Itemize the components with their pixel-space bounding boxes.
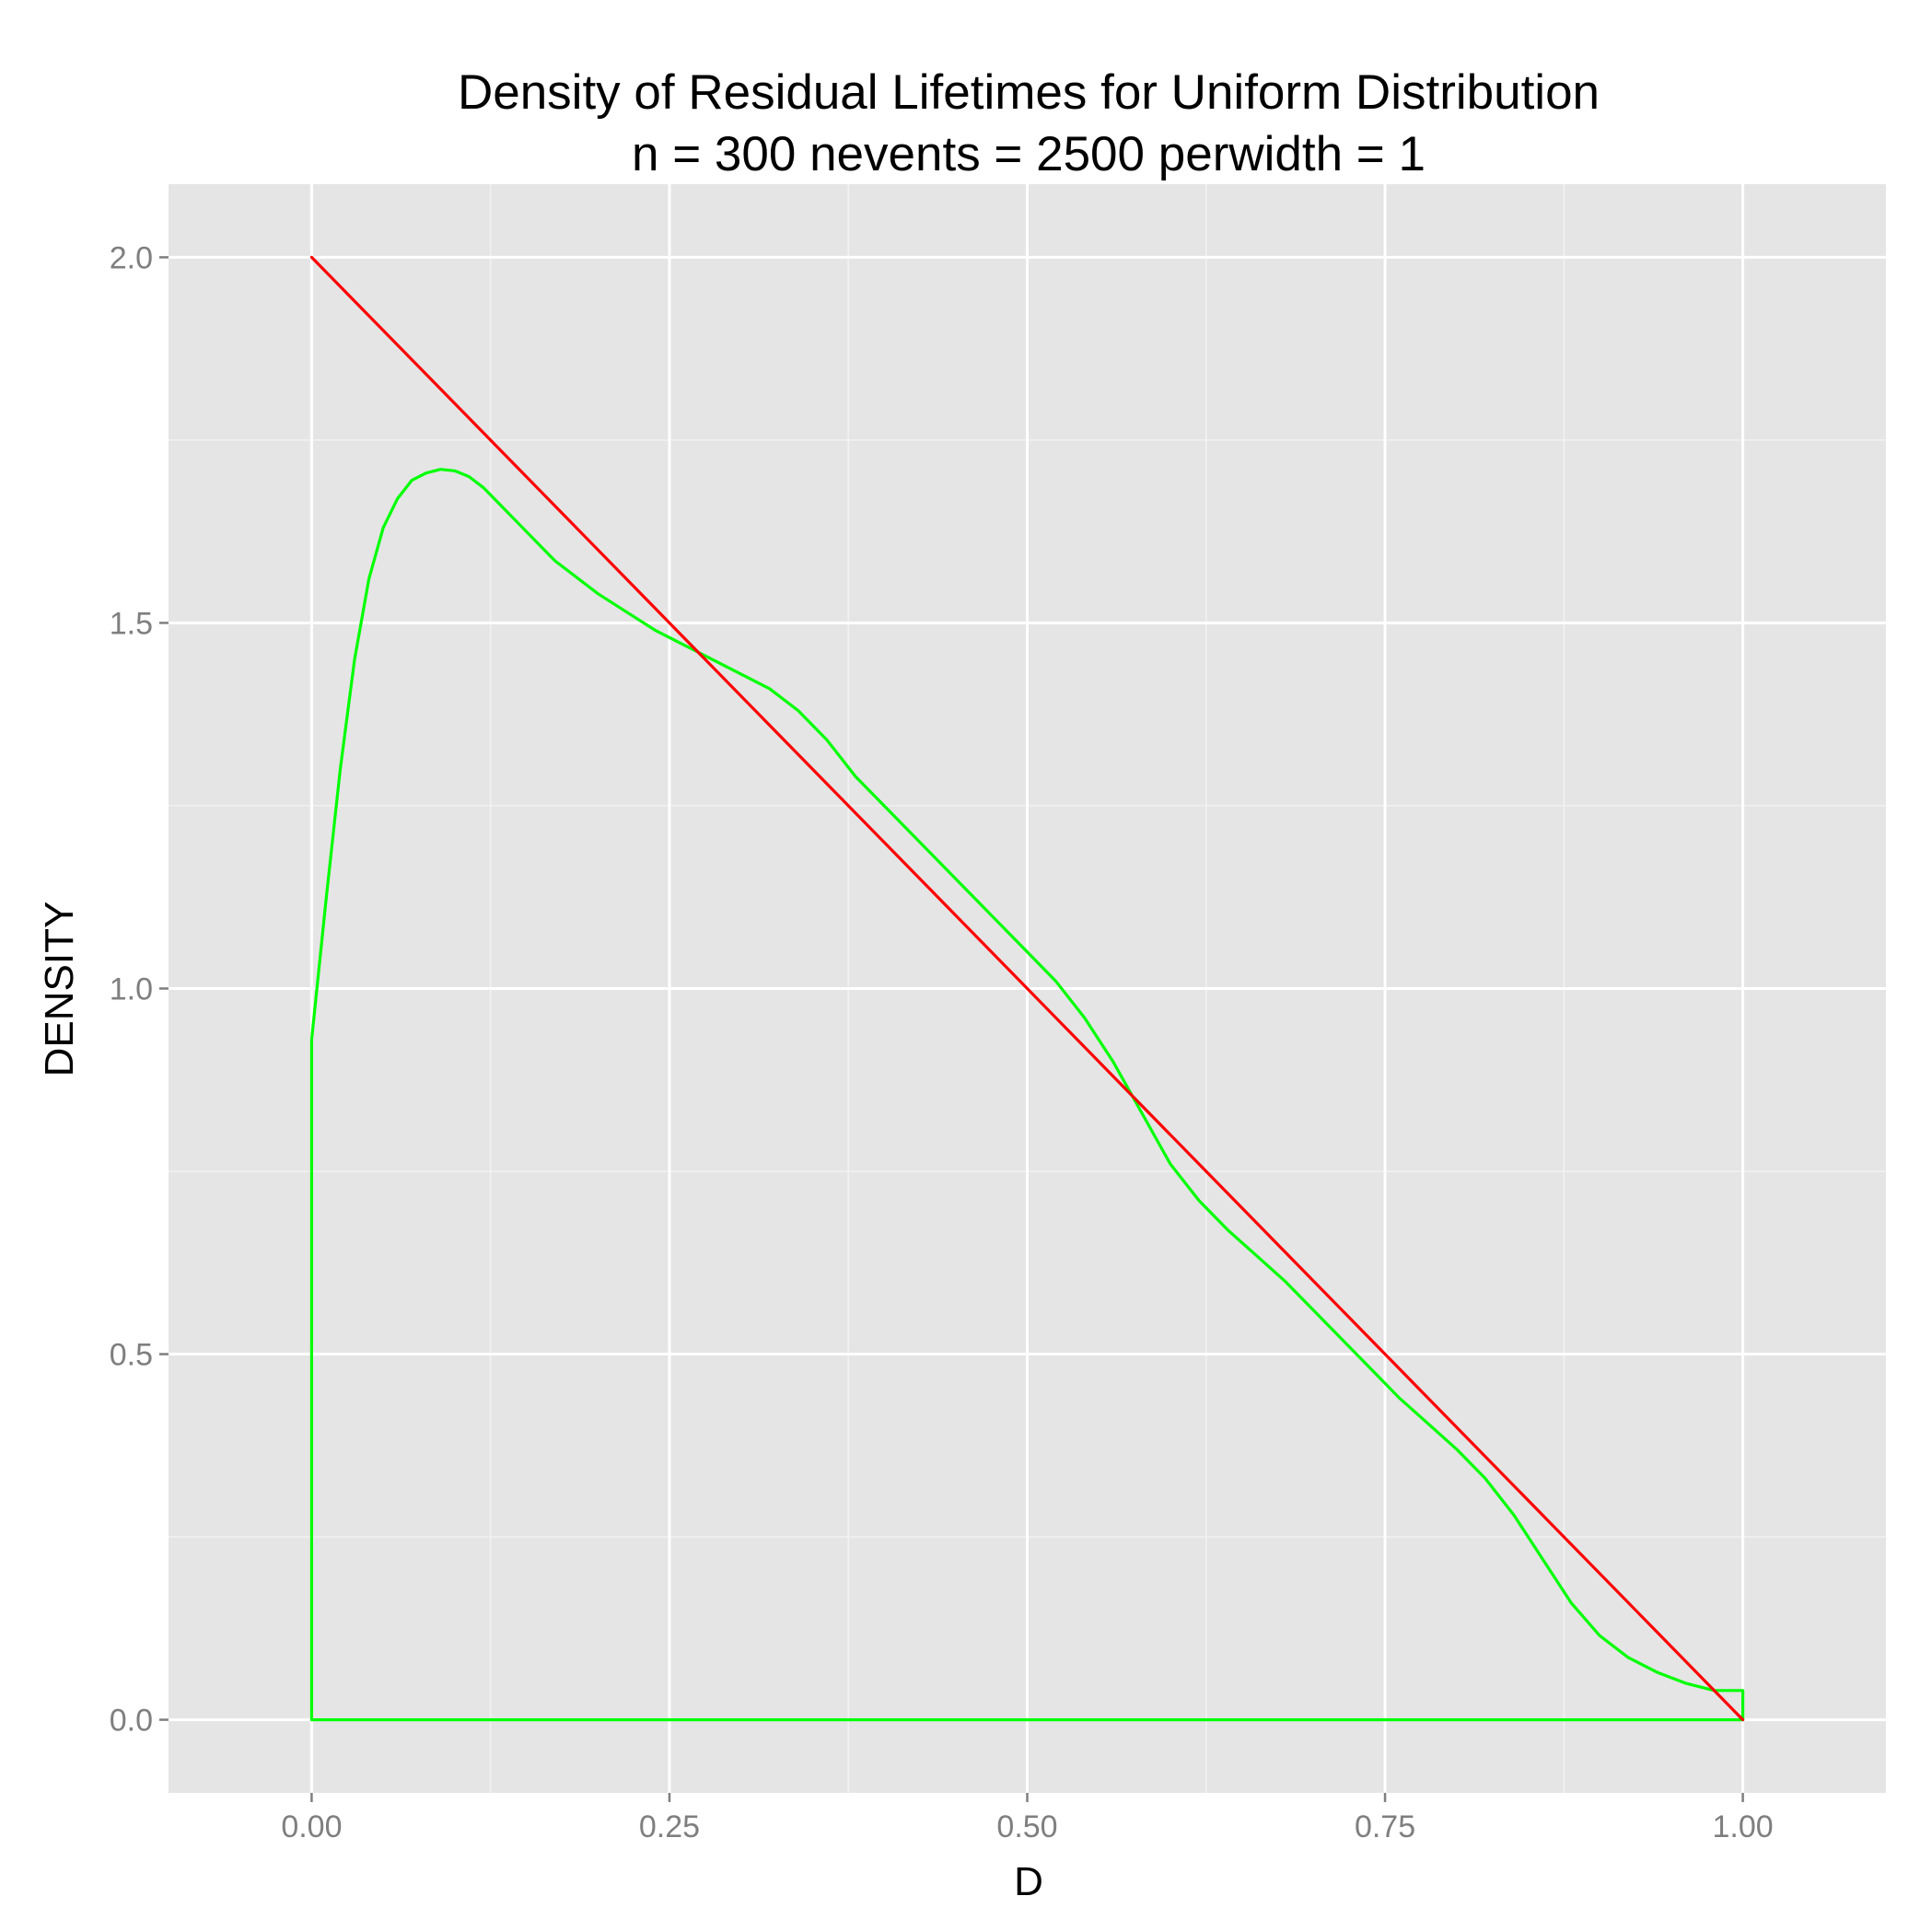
y-tick-label-1: 0.5 bbox=[110, 1338, 153, 1373]
x-tick-label-1: 0.25 bbox=[639, 1809, 700, 1844]
y-tick-label-2: 1.0 bbox=[110, 972, 153, 1007]
x-tick-label-2: 0.50 bbox=[996, 1809, 1057, 1844]
x-tick-label-4: 1.00 bbox=[1712, 1809, 1773, 1844]
series-layer bbox=[309, 255, 1745, 1722]
y-axis-title: DENSITY bbox=[37, 902, 82, 1077]
x-tick-label-3: 0.75 bbox=[1355, 1809, 1415, 1844]
series-line-1 bbox=[309, 255, 1745, 1722]
series-line-0 bbox=[309, 468, 1745, 1722]
chart-subtitle: n = 300 nevents = 2500 perwidth = 1 bbox=[632, 127, 1426, 181]
y-tick-label-0: 0.0 bbox=[110, 1704, 153, 1739]
y-tick-label-4: 2.0 bbox=[110, 240, 153, 275]
y-tick-label-3: 1.5 bbox=[110, 606, 153, 641]
x-tick-label-0: 0.00 bbox=[281, 1809, 342, 1844]
x-axis: 0.00 0.25 0.50 0.75 1.00 bbox=[281, 1793, 1774, 1844]
y-axis: 0.0 0.5 1.0 1.5 2.0 bbox=[110, 240, 169, 1739]
x-axis-title: D bbox=[1014, 1859, 1043, 1904]
chart-title: Density of Residual Lifetimes for Unifor… bbox=[458, 65, 1600, 120]
